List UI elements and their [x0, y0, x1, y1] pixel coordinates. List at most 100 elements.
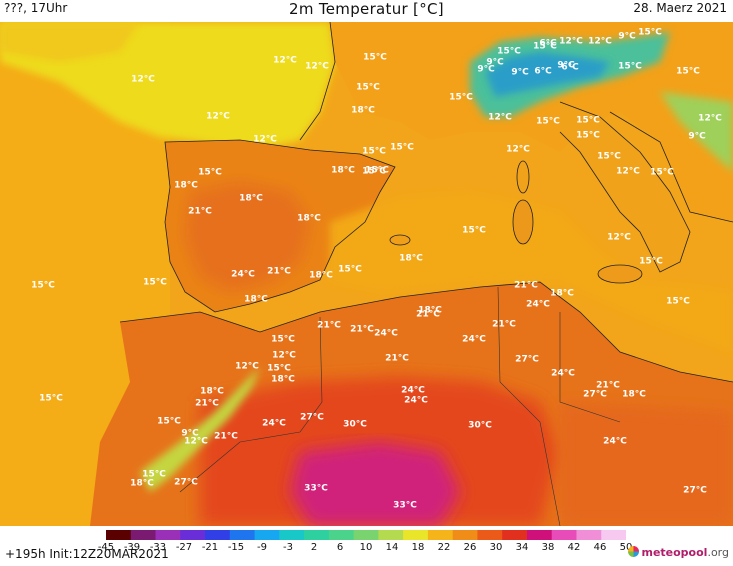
temperature-label: 12°C [488, 112, 512, 123]
color-scale-tick: 14 [385, 542, 399, 553]
temperature-label: 21°C [514, 280, 538, 291]
temperature-label: 21°C [188, 206, 212, 217]
color-scale-segment [304, 530, 330, 540]
temperature-label: 18°C [244, 294, 268, 305]
temperature-label: 18°C [239, 193, 263, 204]
temperature-label: 15°C [271, 334, 295, 345]
temperature-label: 27°C [683, 485, 707, 496]
temperature-label: 9°C [511, 67, 529, 78]
coastline [559, 101, 691, 273]
country-border [559, 312, 621, 423]
color-scale-ticks: -45 -39 -33 -27 -21 -15 -9 -3 2 6 10 14 18 22 26 30 34 38… [98, 542, 633, 556]
color-scale-tick: 46 [593, 542, 607, 553]
alps-core [485, 52, 610, 97]
country-border [179, 316, 323, 493]
temperature-label: 30°C [343, 419, 367, 430]
map-canvas [0, 22, 733, 526]
temperature-label: 30°C [468, 420, 492, 431]
temperature-label: 12°C [206, 111, 230, 122]
color-scale-segment [205, 530, 231, 540]
header-bar: ???, 17Uhr 2m Temperatur [°C] 28. Maerz … [0, 0, 733, 22]
temperature-label: 15°C [362, 166, 386, 177]
color-scale-tick: 50 [619, 542, 633, 553]
sardinia-island [512, 199, 534, 245]
mediterranean-sea [330, 192, 733, 352]
temperature-label: 9°C [477, 64, 495, 75]
temperature-label: 15°C [676, 66, 700, 77]
temperature-label: 24°C [262, 418, 286, 429]
temperature-label: 24°C [401, 385, 425, 396]
temperature-label: 18°C [200, 386, 224, 397]
temperature-label: 21°C [416, 309, 440, 320]
coastline [299, 22, 336, 141]
temperature-label: 21°C [596, 380, 620, 391]
country-border [497, 286, 561, 526]
iberia-hot-region [185, 182, 310, 292]
color-scale-segment [378, 530, 404, 540]
temperature-label: 15°C [31, 280, 55, 291]
temperature-label: 15°C [142, 469, 166, 480]
color-scale-segment [328, 530, 355, 540]
color-scale-segment [427, 530, 454, 540]
temperature-label: 15°C [198, 167, 222, 178]
temperature-label: 9°C [688, 131, 706, 142]
temperature-label: 6°C [561, 62, 579, 73]
temperature-label: 21°C [214, 431, 238, 442]
temperature-label: 12°C [131, 74, 155, 85]
temperature-label: 24°C [231, 269, 255, 280]
color-scale-segment [576, 530, 602, 540]
valid-date: 28. Maerz 2021 [633, 1, 727, 15]
temperature-label: 12°C [506, 144, 530, 155]
color-scale-segment [502, 530, 528, 540]
temperature-label: 12°C [305, 61, 329, 72]
temperature-label: 12°C [616, 166, 640, 177]
color-scale-tick: 34 [515, 542, 529, 553]
temperature-label: 9°C [486, 57, 504, 68]
temperature-label: 15°C [157, 416, 181, 427]
temperature-label: 15°C [497, 46, 521, 57]
temperature-label: 15°C [639, 256, 663, 267]
temperature-label: 15°C [638, 27, 662, 38]
temperature-label: 21°C [492, 319, 516, 330]
italy-land [560, 102, 690, 272]
atlas-cool-region [140, 367, 260, 492]
temperature-label: 24°C [404, 395, 428, 406]
color-scale-segment [353, 530, 379, 540]
color-scale-segment [279, 530, 305, 540]
temperature-label: 18°C [550, 288, 574, 299]
mallorca-island [389, 234, 411, 246]
temperature-label: 12°C [235, 361, 259, 372]
temperature-label: 18°C [399, 253, 423, 264]
color-scale-tick: -3 [283, 542, 293, 553]
color-scale-tick: 2 [310, 542, 318, 553]
temperature-label: 18°C [331, 165, 355, 176]
meteopool-logo[interactable]: meteopool.org [628, 546, 729, 559]
temperature-label: 9°C [557, 60, 575, 71]
temperature-label: 33°C [393, 500, 417, 511]
temperature-label: 15°C [362, 146, 386, 157]
color-scale-segment [452, 530, 478, 540]
temperature-label: 6°C [539, 38, 557, 49]
temperature-label: 12°C [253, 134, 277, 145]
color-scale-segment [106, 530, 132, 540]
temperature-label: 12°C [588, 36, 612, 47]
temperature-label: 27°C [174, 477, 198, 488]
init-time: +195h Init:12Z20MAR2021 [5, 547, 169, 561]
temperature-label: 24°C [603, 436, 627, 447]
balkans-cool-region [660, 92, 733, 172]
temperature-label: 15°C [39, 393, 63, 404]
brand-name: meteopool [641, 546, 708, 559]
color-scale-tick: 26 [463, 542, 477, 553]
temperature-label: 21°C [385, 353, 409, 364]
temperature-label: 15°C [390, 142, 414, 153]
temperature-label: 27°C [583, 389, 607, 400]
temperature-label: 15°C [597, 151, 621, 162]
color-scale-tick: -45 [97, 542, 115, 553]
temperature-label: 9°C [618, 31, 636, 42]
temperature-label: 33°C [304, 483, 328, 494]
temperature-label: 18°C [174, 180, 198, 191]
temperature-label: 21°C [195, 398, 219, 409]
color-scale-tick: -15 [227, 542, 245, 553]
temperature-label: 15°C [338, 264, 362, 275]
temperature-label: 9°C [181, 428, 199, 439]
